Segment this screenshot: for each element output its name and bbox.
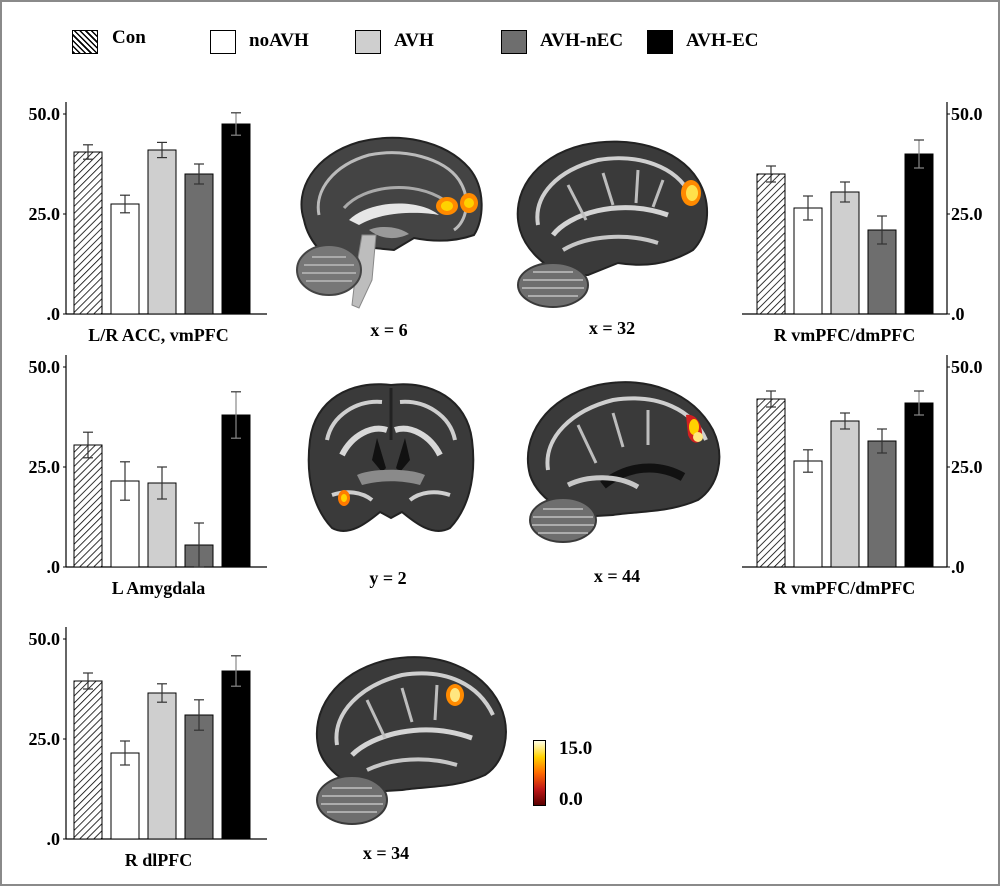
caption-brain-y2: y = 2	[369, 568, 407, 588]
y-tick-label: 25.0	[29, 729, 61, 749]
legend-label-noavh: noAVH	[249, 30, 309, 51]
bar-con	[73, 444, 103, 568]
bar-chart-l-amygdala: .0 25.0 50.0 L Amygdala	[29, 355, 267, 598]
colorbar-max-label: 15.0	[559, 738, 593, 759]
bar-noavh	[793, 460, 823, 568]
bar-chart-r-vmpfc-dmpfc-mid: .0 25.0 50.0 R vmPFC/dmPFC	[742, 355, 983, 598]
brain-slice-sagittal-x44	[526, 381, 721, 543]
legend-swatch-noavh	[210, 30, 236, 54]
y-tick-label: .0	[951, 557, 965, 577]
bar-avh-nec	[184, 173, 214, 315]
y-tick-label: 25.0	[951, 457, 983, 477]
y-tick-label: .0	[951, 304, 965, 324]
brain-slice-coronal-y2	[307, 383, 475, 532]
bar-avh-ec	[221, 414, 251, 568]
bar-con	[756, 173, 786, 315]
bar-avh	[147, 149, 177, 315]
colorbar	[533, 740, 546, 806]
chart-title: R dlPFC	[125, 850, 193, 870]
bar-avh-ec	[221, 670, 251, 840]
bar-avh	[147, 692, 177, 840]
y-tick-label: 50.0	[29, 357, 61, 377]
y-tick-label: 25.0	[29, 457, 61, 477]
legend-swatch-avh-nec	[501, 30, 527, 54]
brain-slice-sagittal-x32	[516, 140, 709, 308]
chart-title: L Amygdala	[112, 578, 206, 598]
bar-avh-ec	[221, 123, 251, 315]
bar-chart-r-dlpfc: .0 25.0 50.0 R dlPFC	[29, 627, 267, 870]
bar-chart-r-vmpfc-dmpfc-top: .0 25.0 50.0 R vmPFC/dmPFC	[742, 102, 983, 345]
bar-avh-ec	[904, 402, 934, 568]
bar-con	[73, 151, 103, 315]
legend-label-con: Con	[112, 27, 146, 48]
bar-avh	[830, 191, 860, 315]
legend-swatch-avh	[355, 30, 381, 54]
y-tick-label: 50.0	[951, 104, 983, 124]
bar-avh-nec	[184, 714, 214, 840]
legend-swatch-con	[72, 30, 98, 54]
legend-label-avh: AVH	[394, 30, 434, 51]
chart-title: R vmPFC/dmPFC	[774, 578, 915, 598]
brain-slice-sagittal-x6	[296, 136, 483, 309]
legend-label-avh-nec: AVH-nEC	[540, 30, 624, 51]
bar-con	[756, 398, 786, 568]
bar-noavh	[793, 207, 823, 315]
y-tick-label: .0	[47, 557, 61, 577]
y-tick-label: .0	[47, 304, 61, 324]
caption-brain-x32: x = 32	[588, 318, 636, 338]
y-tick-label: 50.0	[29, 104, 61, 124]
bar-noavh	[110, 203, 140, 315]
y-tick-label: 50.0	[951, 357, 983, 377]
legend-label-avh-ec: AVH-EC	[686, 30, 759, 51]
caption-brain-x44: x = 44	[593, 566, 641, 586]
y-tick-label: 25.0	[29, 204, 61, 224]
colorbar-min-label: 0.0	[559, 789, 583, 810]
caption-brain-x6: x = 6	[370, 320, 408, 340]
bar-avh-ec	[904, 153, 934, 315]
bar-con	[73, 680, 103, 840]
y-tick-label: 50.0	[29, 629, 61, 649]
legend-swatch-avh-ec	[647, 30, 673, 54]
caption-brain-x34: x = 34	[362, 843, 410, 863]
y-tick-label: 25.0	[951, 204, 983, 224]
chart-title: R vmPFC/dmPFC	[774, 325, 915, 345]
bar-avh-nec	[867, 440, 897, 568]
bar-chart-acc-vmpfc: .0 25.0 50.0 L/R ACC, vmPFC	[29, 102, 267, 345]
brain-slice-sagittal-x34	[315, 656, 507, 825]
bar-avh	[830, 420, 860, 568]
bar-noavh	[110, 752, 140, 840]
y-tick-label: .0	[47, 829, 61, 849]
chart-title: L/R ACC, vmPFC	[88, 325, 229, 345]
